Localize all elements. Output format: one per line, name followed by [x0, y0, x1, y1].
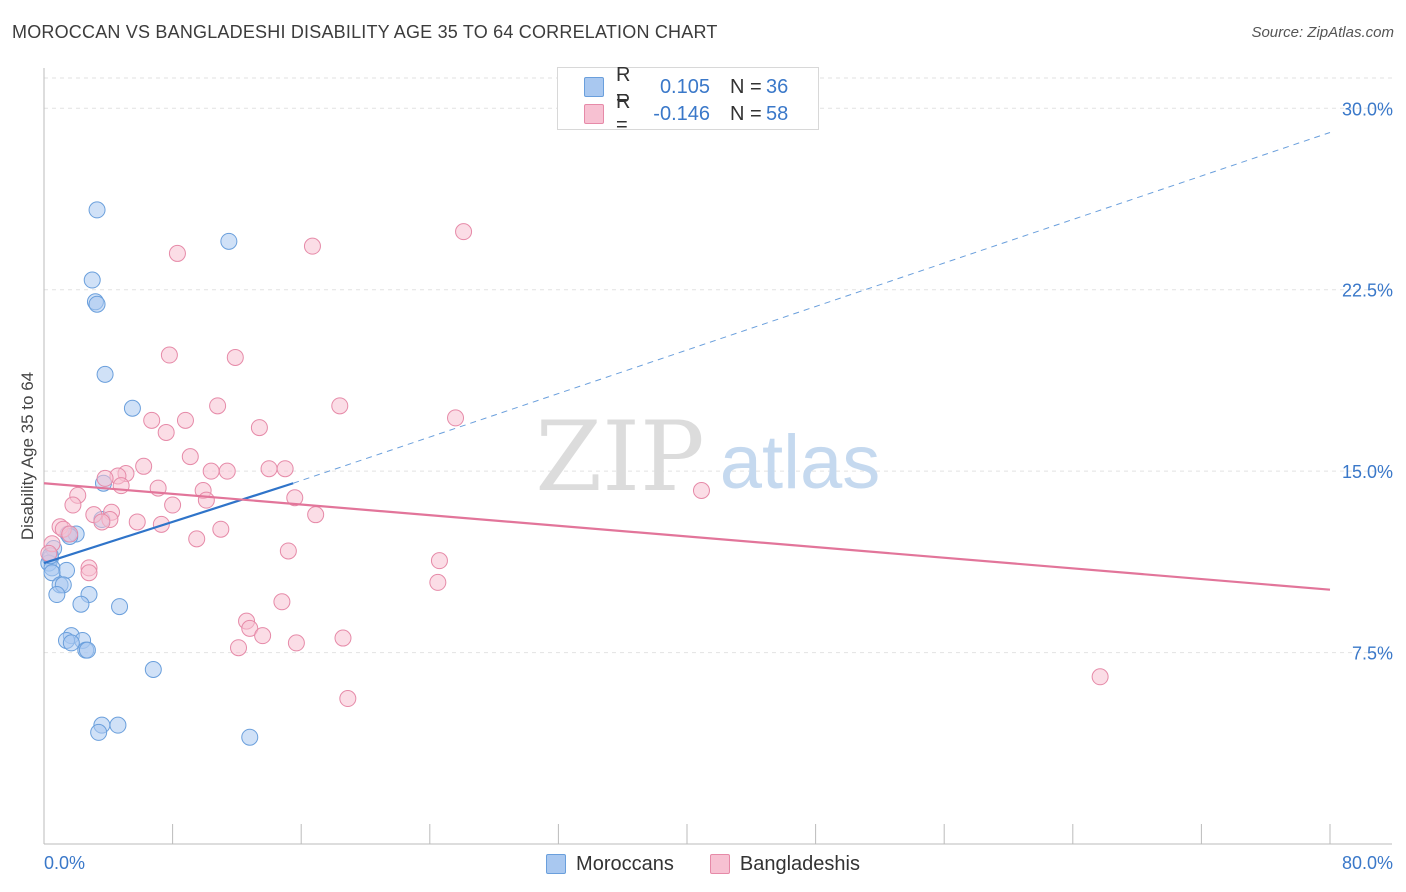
moroccan-point — [48, 586, 66, 604]
moroccan-point — [72, 595, 90, 613]
bangladeshi-point — [307, 506, 325, 524]
bangladeshi-point — [209, 397, 227, 415]
watermark-atlas: atlas — [720, 420, 881, 505]
x-tick-label-min: 0.0% — [44, 853, 85, 873]
moroccans-legend-swatch — [546, 854, 567, 874]
bangladeshi-point — [331, 397, 349, 415]
r-value: -0.146 — [653, 102, 710, 125]
r-value: 0.105 — [659, 75, 710, 98]
legend-item-moroccans[interactable]: Moroccans — [546, 853, 674, 876]
legend-label-moroccans: Moroccans — [576, 852, 674, 875]
bangladeshi-point — [429, 573, 447, 591]
moroccan-point — [43, 564, 61, 582]
bangladeshi-point — [112, 477, 130, 495]
moroccan-point — [241, 728, 259, 746]
bangladeshi-point — [692, 481, 710, 499]
y-tick-label: 15.0% — [1342, 462, 1393, 482]
bangladeshi-point — [276, 460, 294, 478]
watermark-zip: ZIP — [535, 401, 704, 513]
bangladeshi-point — [61, 525, 79, 543]
moroccan-point — [62, 634, 80, 652]
bangladeshi-point — [181, 448, 199, 466]
bangladeshi-point — [80, 564, 98, 582]
bangladeshi-point — [135, 457, 153, 475]
bangladeshi-point — [128, 513, 146, 531]
moroccan-point — [220, 232, 238, 250]
gridlines — [44, 77, 1392, 654]
bangladeshis-legend-swatch — [709, 854, 730, 874]
bangladeshi-point — [287, 634, 305, 652]
bangladeshi-point — [1091, 668, 1109, 686]
bangladeshi-point — [197, 491, 215, 509]
moroccan-point — [90, 723, 108, 741]
bangladeshi-trend-line — [43, 482, 1331, 591]
moroccan-point — [58, 561, 76, 579]
moroccans-swatch — [584, 77, 604, 97]
bangladeshi-point — [188, 530, 206, 548]
bangladeshi-point — [447, 409, 465, 427]
bangladeshi-point — [218, 462, 236, 480]
moroccan-point — [96, 365, 114, 383]
x-tick-label-max: 80.0% — [1342, 853, 1393, 873]
moroccan-point — [123, 399, 141, 417]
bangladeshi-point — [212, 520, 230, 538]
n-value: 58 — [766, 102, 789, 125]
moroccan-trend-line — [43, 482, 294, 565]
bangladeshi-point — [430, 552, 448, 570]
stats-row-bangladeshis: R = -0.146 N = 58 — [584, 91, 789, 136]
bangladeshi-point — [164, 496, 182, 514]
y-tick-label: 30.0% — [1342, 99, 1393, 119]
source-label: Source: ZipAtlas.com — [1251, 24, 1394, 41]
trend-lines — [43, 132, 1331, 591]
legend-item-bangladeshis[interactable]: Bangladeshis — [709, 852, 860, 876]
n-value: 36 — [766, 75, 789, 98]
data-points — [40, 201, 1109, 746]
watermark: ZIP atlas — [535, 401, 880, 513]
n-label: N = — [730, 75, 762, 98]
axes: 7.5% 15.0% 22.5% 30.0% 0.0% 80.0% — [43, 68, 1393, 873]
chart-title: MOROCCAN VS BANGLADESHI DISABILITY AGE 3… — [12, 22, 718, 42]
bangladeshi-point — [157, 423, 175, 441]
moroccan-point — [78, 641, 96, 659]
y-tick-label: 22.5% — [1342, 281, 1393, 301]
bangladeshi-point — [241, 619, 259, 637]
moroccan-point — [111, 598, 129, 616]
bangladeshi-point — [96, 469, 114, 487]
bangladeshi-point — [250, 419, 268, 437]
n-label: N = — [730, 102, 762, 125]
series-legend: Moroccans Bangladeshis — [0, 851, 1406, 877]
bangladeshi-point — [279, 542, 297, 560]
bangladeshi-point — [273, 593, 291, 611]
bangladeshi-point — [339, 690, 357, 708]
bangladeshi-point — [176, 411, 194, 429]
moroccan-point — [88, 295, 106, 313]
bangladeshi-point — [143, 411, 161, 429]
bangladeshi-point — [226, 348, 244, 366]
moroccan-point — [109, 716, 127, 734]
r-label: R = — [616, 91, 631, 136]
stats-row-moroccans: R = 0.105 N = 36 — [584, 64, 789, 109]
moroccan-point — [88, 201, 106, 219]
bangladeshi-point — [254, 627, 272, 645]
bangladeshi-point — [455, 223, 473, 241]
bangladeshi-point — [93, 513, 111, 531]
bangladeshi-point — [303, 237, 321, 255]
bangladeshi-point — [286, 489, 304, 507]
bangladeshi-point — [160, 346, 178, 364]
y-tick-label: 7.5% — [1352, 644, 1393, 664]
bangladeshis-swatch — [584, 104, 604, 124]
moroccan-point — [144, 661, 162, 679]
stats-legend: R = 0.105 N = 36 R = -0.146 N = 58 — [557, 64, 819, 136]
r-label: R = — [616, 64, 631, 109]
legend-label-bangladeshis: Bangladeshis — [739, 852, 860, 875]
bangladeshi-point — [260, 460, 278, 478]
bangladeshi-point — [202, 462, 220, 480]
bangladeshi-point — [168, 244, 186, 262]
y-axis-label: Disability Age 35 to 64 — [18, 372, 37, 540]
bangladeshi-point — [230, 639, 248, 657]
bangladeshi-point — [334, 629, 352, 647]
bangladeshi-point — [64, 496, 82, 514]
moroccan-point — [83, 271, 101, 289]
